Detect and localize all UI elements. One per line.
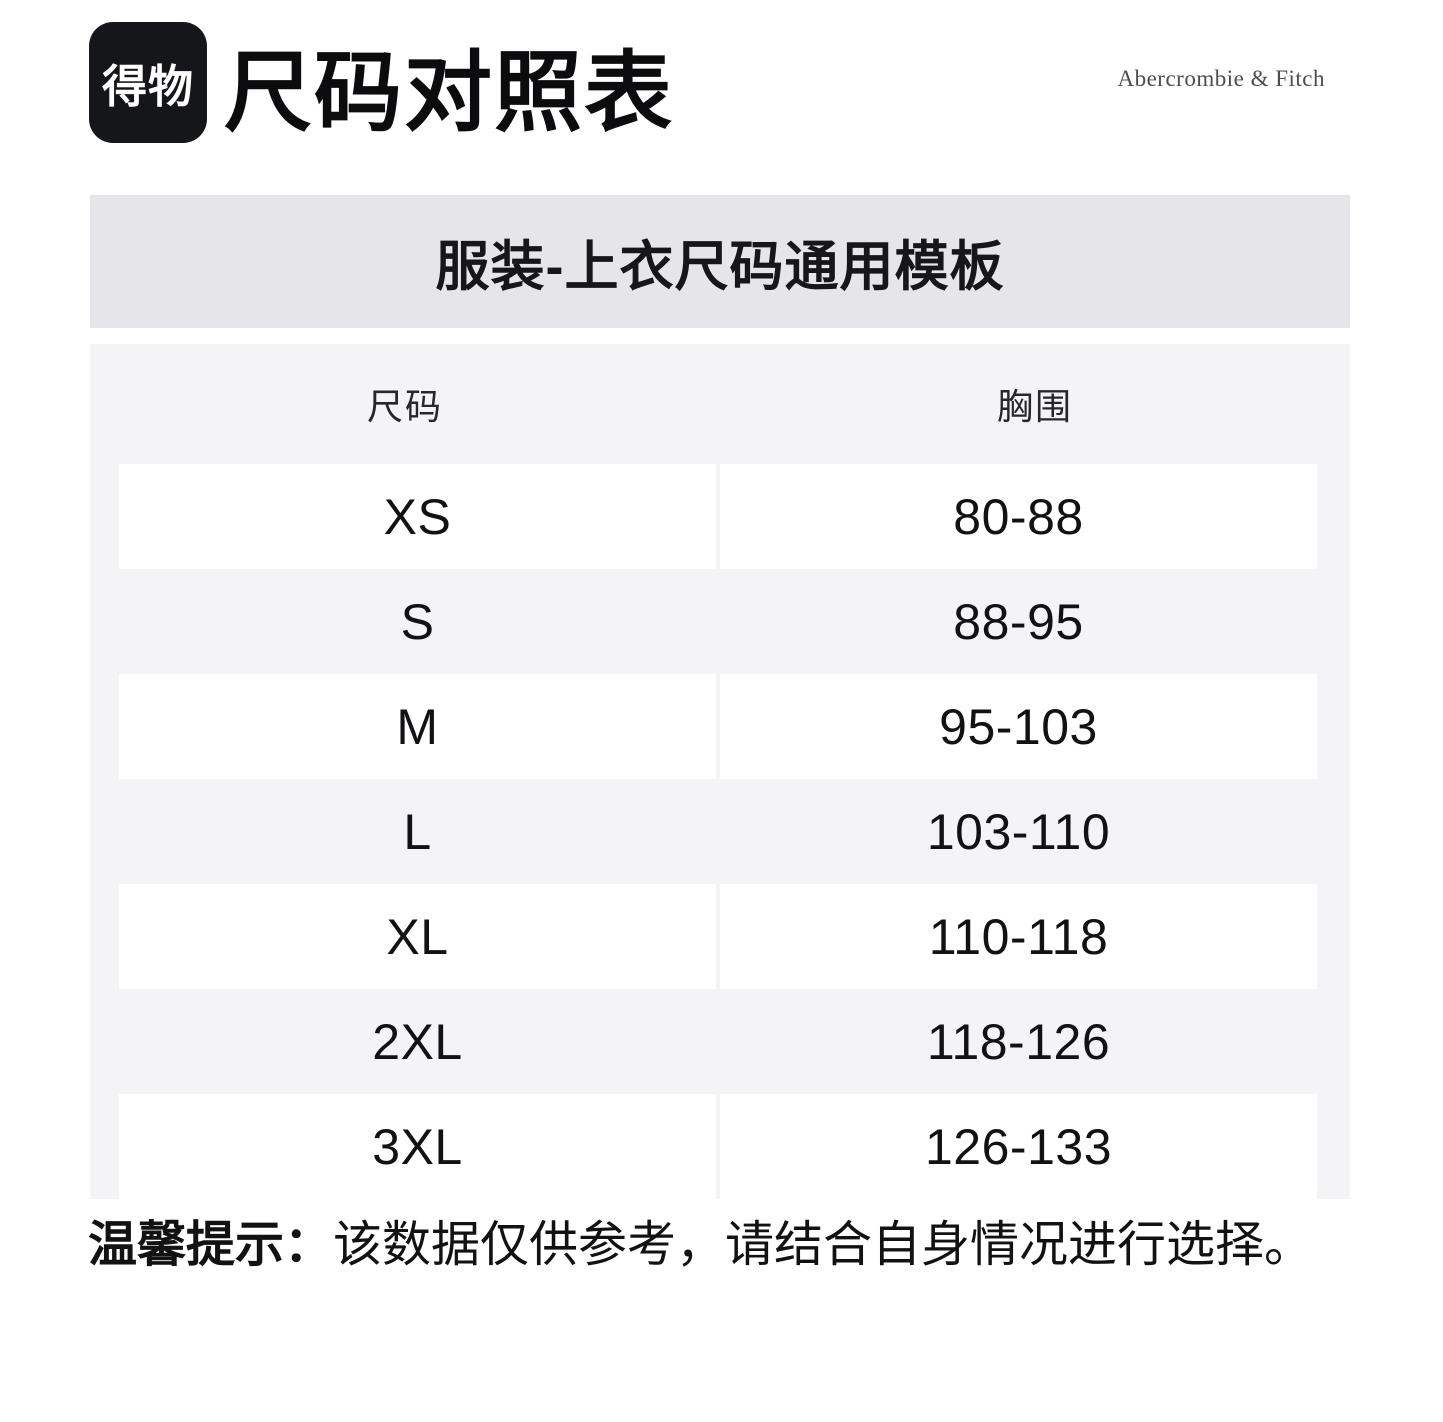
chest-cell: 118-126 [926, 1013, 1111, 1070]
table-row: 3XL 126-133 [119, 1094, 1317, 1199]
table-row: L 103-110 [119, 779, 1317, 884]
footer-tip-text: 该数据仅供参考，请结合自身情况进行选择。 [333, 1218, 1314, 1272]
size-cell: XL [119, 884, 716, 989]
size-cell: XS [119, 464, 716, 569]
size-cell: L [403, 803, 432, 860]
chest-cell: 88-95 [953, 593, 1084, 650]
table-row: M 95-103 [119, 674, 1317, 779]
size-table-header: 尺码 胸围 [90, 344, 1350, 464]
footer-tip: 温馨提示：该数据仅供参考，请结合自身情况进行选择。 [88, 1214, 1313, 1276]
template-banner: 服装-上衣尺码通用模板 [90, 195, 1350, 328]
dewu-logo: 得物 [89, 22, 207, 143]
table-row: XL 110-118 [119, 884, 1317, 989]
column-header-chest: 胸围 [996, 386, 1073, 427]
chest-cell: 103-110 [926, 803, 1111, 860]
page-title: 尺码对照表 [224, 43, 675, 142]
chest-cell: 95-103 [720, 674, 1317, 779]
size-cell: S [400, 593, 435, 650]
chest-cell: 110-118 [720, 884, 1317, 989]
dewu-logo-text: 得物 [101, 61, 194, 112]
chest-cell: 80-88 [720, 464, 1317, 569]
size-table-rows: XS 80-88 S 88-95 M 95-103 L 103-110 XL 110-118 2XL… [119, 464, 1317, 1199]
table-row: 2XL 118-126 [119, 989, 1317, 1094]
table-row: XS 80-88 [119, 464, 1317, 569]
brand-name: Abercrombie & Fitch [1117, 66, 1325, 91]
size-table: 尺码 胸围 XS 80-88 S 88-95 M 95-103 L 103-110 XL 110-… [90, 344, 1350, 1199]
chest-cell: 126-133 [720, 1094, 1317, 1199]
size-cell: 3XL [119, 1094, 716, 1199]
size-cell: M [119, 674, 716, 779]
column-header-size: 尺码 [366, 386, 443, 427]
table-row: S 88-95 [119, 569, 1317, 674]
size-cell: 2XL [372, 1013, 463, 1070]
template-banner-title: 服装-上衣尺码通用模板 [435, 237, 1005, 297]
footer-tip-label: 温馨提示： [88, 1218, 334, 1272]
